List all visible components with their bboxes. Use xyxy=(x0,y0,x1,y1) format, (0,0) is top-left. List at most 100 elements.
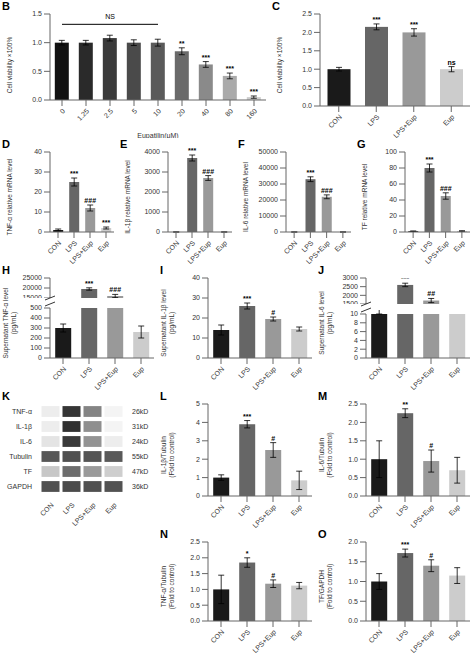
svg-text:20: 20 xyxy=(192,314,200,321)
svg-text:Eup: Eup xyxy=(289,503,304,518)
svg-text:3000: 3000 xyxy=(342,274,358,281)
svg-text:3000: 3000 xyxy=(144,168,160,175)
svg-text:0.0: 0.0 xyxy=(190,617,200,624)
svg-text:LPS: LPS xyxy=(61,501,76,516)
svg-text:LPS+Eup: LPS+Eup xyxy=(71,501,98,528)
svg-text:2: 2 xyxy=(354,346,358,353)
svg-text:15000: 15000 xyxy=(23,294,43,298)
svg-text:Eup: Eup xyxy=(447,503,462,518)
svg-text:20000: 20000 xyxy=(23,284,43,291)
svg-text:0.5: 0.5 xyxy=(190,602,200,609)
svg-text:1500: 1500 xyxy=(342,300,358,304)
svg-text:40: 40 xyxy=(34,148,42,155)
svg-text:2.5: 2.5 xyxy=(348,400,358,407)
svg-text:4: 4 xyxy=(196,419,200,426)
svg-text:LPS: LPS xyxy=(395,503,410,518)
svg-text:NS: NS xyxy=(105,13,115,20)
svg-text:10: 10 xyxy=(152,107,163,118)
svg-text:Eup: Eup xyxy=(96,239,111,254)
svg-text:500: 500 xyxy=(30,304,42,311)
svg-text:CON: CON xyxy=(46,239,62,255)
svg-text:0.5: 0.5 xyxy=(348,598,358,605)
svg-text:20: 20 xyxy=(389,212,397,219)
svg-text:**: ** xyxy=(179,40,185,47)
svg-text:LPS: LPS xyxy=(395,628,410,643)
svg-text:0.5: 0.5 xyxy=(32,68,42,75)
svg-text:40: 40 xyxy=(200,107,211,118)
svg-text:2000: 2000 xyxy=(342,292,358,299)
svg-text:10: 10 xyxy=(34,208,42,215)
svg-text:LPS+Eup: LPS+Eup xyxy=(251,628,278,653)
svg-text:CON: CON xyxy=(39,501,55,517)
svg-text:LPS: LPS xyxy=(79,365,94,380)
svg-text:0: 0 xyxy=(59,107,67,115)
svg-text:LPS+Eup: LPS+Eup xyxy=(251,503,278,528)
svg-text:###: ### xyxy=(202,168,214,175)
svg-text:10: 10 xyxy=(350,310,358,317)
svg-text:CON: CON xyxy=(367,365,383,381)
svg-text:TF: TF xyxy=(23,468,32,475)
svg-text:40: 40 xyxy=(192,274,200,281)
svg-text:300: 300 xyxy=(30,324,42,331)
svg-text:0.0: 0.0 xyxy=(348,492,358,499)
svg-text:36kD: 36kD xyxy=(132,483,148,490)
svg-text:2500: 2500 xyxy=(342,283,358,290)
svg-text:LPS+Eup: LPS+Eup xyxy=(305,239,332,264)
svg-text:2.0: 2.0 xyxy=(302,29,312,36)
svg-text:CON: CON xyxy=(401,239,417,255)
svg-text:2.0: 2.0 xyxy=(348,419,358,426)
svg-text:0: 0 xyxy=(38,228,42,235)
svg-text:5: 5 xyxy=(131,107,139,115)
svg-text:CON: CON xyxy=(367,628,383,644)
svg-text:4000: 4000 xyxy=(144,148,160,155)
svg-text:**: ** xyxy=(402,401,408,408)
svg-text:***: *** xyxy=(243,413,251,420)
svg-text:***: *** xyxy=(410,21,418,28)
svg-text:CON: CON xyxy=(209,503,225,519)
svg-text:LPS+Eup: LPS+Eup xyxy=(409,628,436,653)
svg-text:2.5: 2.5 xyxy=(102,107,114,119)
svg-text:10: 10 xyxy=(192,334,200,341)
svg-text:***: *** xyxy=(70,170,78,177)
svg-text:160: 160 xyxy=(245,107,258,120)
svg-text:0.0: 0.0 xyxy=(302,102,312,109)
svg-text:Eupatilin(μM): Eupatilin(μM) xyxy=(137,132,178,138)
svg-text:***: *** xyxy=(226,65,234,72)
svg-text:2: 2 xyxy=(196,456,200,463)
svg-text:Eup: Eup xyxy=(131,365,146,380)
svg-text:Tubulin: Tubulin xyxy=(9,453,32,460)
svg-text:Eup: Eup xyxy=(447,365,462,380)
svg-text:CON: CON xyxy=(367,503,383,519)
svg-text:#: # xyxy=(271,572,275,579)
svg-text:20: 20 xyxy=(176,107,187,118)
svg-text:***: *** xyxy=(85,280,93,287)
svg-text:Eup: Eup xyxy=(452,239,466,254)
svg-text:***: *** xyxy=(306,169,314,176)
svg-text:6: 6 xyxy=(354,328,358,335)
svg-text:2000: 2000 xyxy=(144,188,160,195)
svg-text:1.0: 1.0 xyxy=(348,456,358,463)
svg-text:10000: 10000 xyxy=(259,212,279,219)
svg-text:40: 40 xyxy=(389,196,397,203)
svg-text:Eup: Eup xyxy=(289,365,304,380)
svg-text:2.0: 2.0 xyxy=(190,554,200,561)
svg-text:2.5: 2.5 xyxy=(190,538,200,545)
svg-text:0.0: 0.0 xyxy=(32,96,42,103)
svg-text:LPS: LPS xyxy=(366,113,381,128)
svg-text:##: ## xyxy=(427,290,435,297)
svg-text:30000: 30000 xyxy=(259,180,279,187)
svg-text:20: 20 xyxy=(34,188,42,195)
svg-text:30: 30 xyxy=(34,168,42,175)
svg-text:1.5: 1.5 xyxy=(348,558,358,565)
svg-text:***: *** xyxy=(372,16,380,23)
svg-text:0: 0 xyxy=(196,492,200,499)
svg-text:LPS+Eup: LPS+Eup xyxy=(251,365,278,390)
svg-text:0: 0 xyxy=(196,354,200,361)
svg-text:Eup: Eup xyxy=(104,501,119,516)
svg-text:0: 0 xyxy=(393,228,397,235)
svg-text:1.0: 1.0 xyxy=(32,39,42,46)
svg-text:TNF-α: TNF-α xyxy=(12,408,32,415)
svg-text:Eup: Eup xyxy=(333,239,348,254)
svg-text:#: # xyxy=(429,552,433,559)
svg-text:3: 3 xyxy=(196,437,200,444)
